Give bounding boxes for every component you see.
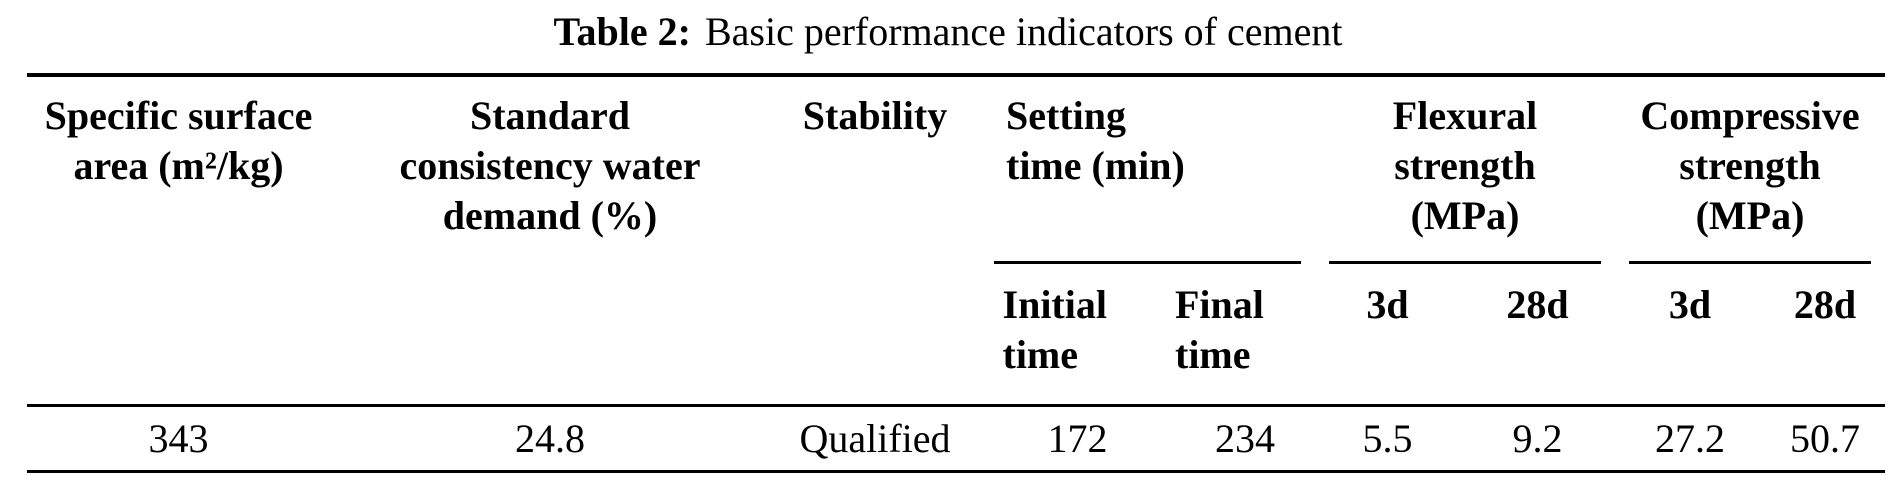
subcolumn-header-label: 3d xyxy=(1366,282,1409,327)
column-header-label: Stability xyxy=(802,93,948,138)
subcolumn-header-compressive-28d: 28d xyxy=(1765,264,1885,405)
column-header-label: Specific surface area (m²/kg) xyxy=(44,93,313,188)
subheader-row: Initial time Final time 3d 28d 3d 28d xyxy=(27,264,1885,405)
group-header-setting-time: Setting time (min) xyxy=(980,75,1315,264)
subcolumn-header-flexural-3d: 3d xyxy=(1315,264,1460,405)
subcolumn-header-label: Initial time xyxy=(1002,282,1107,377)
table-caption-text: Basic performance indicators of cement xyxy=(704,9,1343,54)
group-header-flexural-strength: Flexural strength (MPa) xyxy=(1315,75,1615,264)
subcolumn-header-flexural-28d: 28d xyxy=(1460,264,1615,405)
group-header-label: Compressive strength (MPa) xyxy=(1640,93,1860,238)
subcolumn-header-compressive-3d: 3d xyxy=(1615,264,1765,405)
data-cell-stability: Qualified xyxy=(770,403,980,471)
table-caption: Table 2: Basic performance indicators of … xyxy=(0,0,1896,56)
group-header-label: Setting time (min) xyxy=(1006,93,1185,188)
subcolumn-header-label: 3d xyxy=(1668,282,1712,327)
column-header-standard-consistency-water-demand: Standard consistency water demand (%) xyxy=(330,75,770,405)
subcolumn-header-final-time: Final time xyxy=(1175,264,1315,405)
column-header-specific-surface-area: Specific surface area (m²/kg) xyxy=(27,75,330,405)
table-caption-label: Table 2: xyxy=(553,9,691,54)
header-row: Specific surface area (m²/kg) Standard c… xyxy=(27,75,1885,264)
subcolumn-header-label: 28d xyxy=(1506,282,1569,327)
group-header-underline: Setting time (min) xyxy=(994,77,1301,264)
table-row: 343 24.8 Qualified 172 234 5.5 9.2 27.2 … xyxy=(27,403,1885,471)
subcolumn-header-initial-time: Initial time xyxy=(980,264,1175,405)
data-cell-flexural-3d: 5.5 xyxy=(1315,403,1460,471)
data-cell-flexural-28d: 9.2 xyxy=(1460,403,1615,471)
column-header-label: Standard consistency water demand (%) xyxy=(399,93,701,238)
group-header-compressive-strength: Compressive strength (MPa) xyxy=(1615,75,1885,264)
data-cell-compressive-3d: 27.2 xyxy=(1615,403,1765,471)
group-header-underline: Flexural strength (MPa) xyxy=(1329,77,1601,264)
data-cell-compressive-28d: 50.7 xyxy=(1765,403,1885,471)
column-header-stability: Stability xyxy=(770,75,980,405)
cement-performance-table: Specific surface area (m²/kg) Standard c… xyxy=(27,73,1885,473)
data-cell-water-demand: 24.8 xyxy=(330,403,770,471)
data-cell-final-setting-time: 234 xyxy=(1175,403,1315,471)
subcolumn-header-label: 28d xyxy=(1793,282,1857,327)
group-header-underline: Compressive strength (MPa) xyxy=(1629,77,1871,264)
data-cell-specific-surface-area: 343 xyxy=(27,403,330,471)
group-header-label: Flexural strength (MPa) xyxy=(1392,93,1538,238)
subcolumn-header-label: Final time xyxy=(1175,282,1264,377)
data-cell-initial-setting-time: 172 xyxy=(980,403,1175,471)
